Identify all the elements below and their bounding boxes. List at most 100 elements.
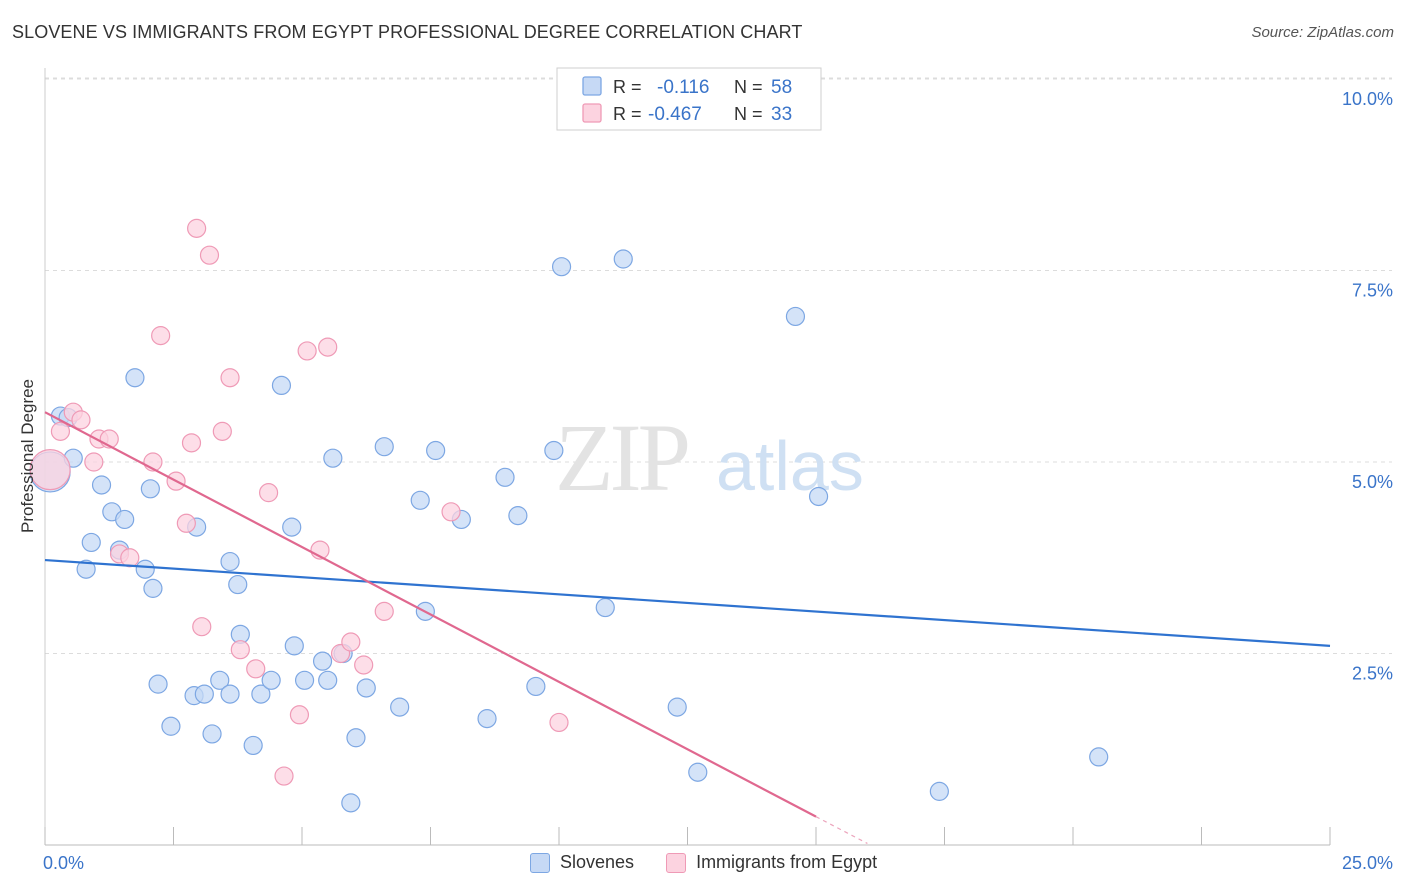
legend-item-egypt[interactable]: Immigrants from Egypt (666, 852, 877, 873)
legend-swatch-pink (666, 852, 687, 873)
slovenes-point (544, 440, 564, 461)
egypt-point (120, 548, 140, 568)
slovenes-point (294, 670, 315, 690)
trend-lines (44, 411, 1331, 844)
slovenes-point (595, 597, 615, 618)
egypt-point (29, 449, 71, 491)
egypt-point (151, 326, 171, 346)
slovenes-point (148, 674, 168, 694)
slovenes-point (125, 368, 145, 388)
egypt-point (354, 655, 374, 675)
slovenes-point (228, 574, 248, 595)
y-tick-label: 10.0% (1342, 89, 1393, 109)
egypt-point (246, 659, 266, 679)
slovenes-point (243, 735, 263, 756)
slovenes-point (76, 559, 96, 579)
series-egypt-points (29, 218, 569, 786)
slovenes-point (251, 684, 271, 704)
egypt-point (212, 421, 232, 441)
egypt-point (50, 421, 71, 441)
slovenes-point (346, 728, 366, 748)
legend-r-label-2: R = (613, 104, 642, 124)
axes (44, 68, 1331, 846)
legend-n-label-2: N = (734, 104, 763, 124)
slovenes-point (115, 509, 135, 530)
grid-lines (45, 77, 1392, 654)
slovenes-point (135, 559, 155, 579)
watermark-atlas: atlas (716, 427, 864, 505)
egypt-point (176, 513, 196, 533)
stats-legend: R = -0.116 N = 58 R = -0.467 N = 33 (556, 67, 822, 131)
slovenes-point (808, 486, 829, 507)
egypt-point (230, 640, 250, 660)
legend-r-value-1: -0.116 (657, 77, 709, 98)
slovenes-point (271, 375, 292, 395)
slovenes-point (667, 697, 687, 717)
slovenes-point (318, 670, 338, 690)
egypt-point (258, 483, 279, 503)
legend-n-label-1: N = (734, 77, 763, 97)
y-tick-label: 2.5% (1352, 664, 1393, 684)
slovenes-trend-line (44, 558, 1331, 647)
slovenes-point (526, 676, 546, 697)
source-credit: Source: ZipAtlas.com (1251, 24, 1394, 41)
egypt-point (297, 341, 317, 361)
egypt-point (549, 712, 569, 733)
slovenes-point (210, 670, 230, 690)
series-legend: Slovenes Immigrants from Egypt (530, 852, 909, 873)
legend-swatch-blue (530, 852, 550, 873)
slovenes-point (341, 793, 361, 813)
egypt-point (199, 245, 220, 265)
slovenes-point (551, 257, 572, 277)
slovenes-point (508, 506, 528, 526)
slovenes-point (143, 578, 163, 598)
egypt-trend-extension (815, 816, 868, 844)
slovenes-point (785, 306, 806, 327)
slovenes-point (410, 490, 430, 510)
watermark-zip: ZIP (555, 404, 688, 511)
slovenes-point (323, 448, 343, 468)
x-tick-label: 25.0% (1342, 853, 1393, 873)
slovenes-point (312, 651, 333, 671)
slovenes-point (202, 724, 222, 744)
egypt-point (192, 617, 212, 637)
egypt-point (318, 337, 338, 357)
egypt-point (187, 218, 207, 238)
egypt-point (71, 410, 91, 430)
slovenes-point (477, 709, 497, 729)
slovenes-point (356, 678, 376, 698)
slovenes-point (140, 479, 160, 499)
legend-swatch-slovenes (582, 76, 602, 96)
egypt-point (181, 433, 202, 453)
slovenes-point (1089, 747, 1109, 767)
slovenes-point (495, 467, 515, 487)
legend-label-egypt: Immigrants from Egypt (696, 852, 878, 872)
egypt-point (289, 705, 310, 725)
slovenes-point (426, 440, 446, 461)
tick-labels: 2.5% 5.0% 7.5% 10.0% 0.0% 25.0% (43, 89, 1393, 873)
slovenes-point (613, 249, 633, 269)
legend-item-slovenes[interactable]: Slovenes (530, 852, 634, 873)
slovenes-point (91, 475, 112, 495)
slovenes-point (220, 684, 240, 704)
slovenes-point (390, 697, 410, 717)
egypt-point (341, 632, 361, 652)
egypt-point (374, 601, 394, 621)
y-tick-label: 7.5% (1352, 281, 1393, 301)
egypt-trend-line (44, 411, 817, 818)
legend-r-value-2: -0.467 (648, 104, 702, 125)
egypt-point (274, 766, 294, 786)
slovenes-point (282, 517, 302, 537)
slovenes-point (261, 670, 281, 690)
legend-n-value-2: 33 (771, 104, 792, 125)
legend-swatch-egypt (582, 103, 602, 123)
legend-label-slovenes: Slovenes (560, 852, 635, 872)
slovenes-point (929, 781, 949, 801)
egypt-point (84, 452, 104, 472)
slovenes-point (284, 636, 304, 656)
x-tick-label: 0.0% (43, 853, 84, 873)
legend-n-value-1: 58 (771, 77, 792, 98)
slovenes-point (688, 762, 708, 782)
chart-title: SLOVENE VS IMMIGRANTS FROM EGYPT PROFESS… (12, 22, 803, 42)
slovenes-point (161, 716, 181, 736)
